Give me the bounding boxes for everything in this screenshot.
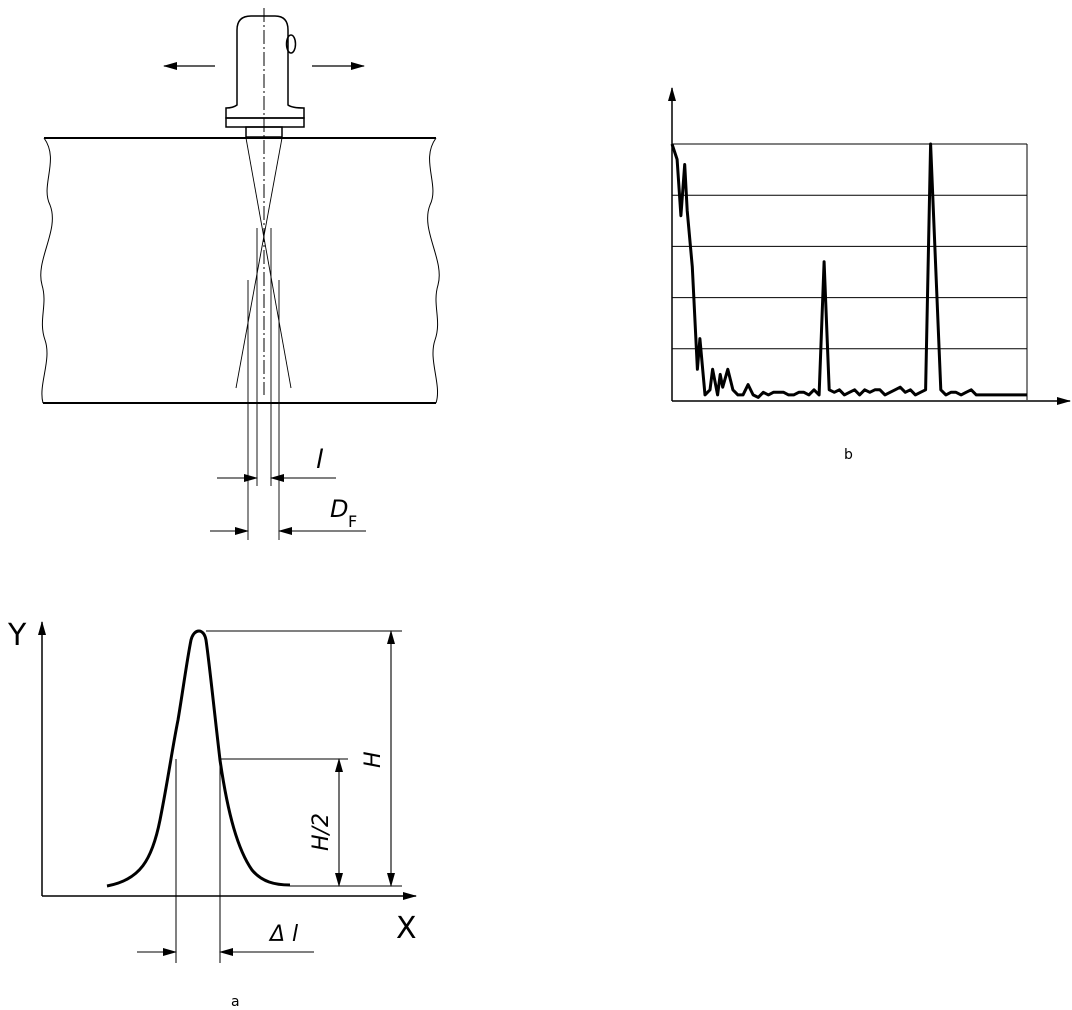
ascan-signal-line [670, 142, 1027, 399]
label-l: l [316, 445, 324, 475]
label-delta-l: Δ l [268, 922, 298, 947]
label-f: F [348, 512, 357, 531]
ascan-chart [668, 87, 1071, 405]
label-y-axis: Y [7, 618, 27, 653]
probe-flange [225, 117, 305, 128]
specimen-right-break [427, 137, 440, 404]
label-b: b [844, 447, 853, 463]
label-x-axis: X [396, 911, 417, 946]
specimen-left-break [40, 137, 53, 404]
label-a: a [231, 994, 240, 1010]
label-h: H [361, 751, 386, 768]
profile-diagram [38, 621, 417, 963]
probe-body [225, 15, 305, 119]
focused-beam [235, 137, 292, 540]
label-d: D [330, 495, 348, 523]
chart-grid [672, 143, 1028, 400]
profile-peak-curve [106, 629, 291, 888]
label-h-half: H/2 [309, 813, 334, 851]
probe-connector [285, 34, 297, 54]
probe-diagram [40, 8, 440, 540]
